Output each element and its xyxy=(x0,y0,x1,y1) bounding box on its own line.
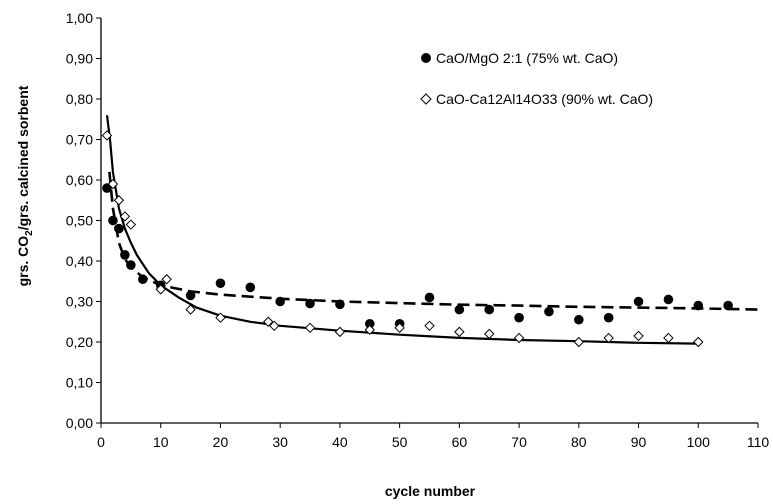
x-tick-label: 90 xyxy=(631,434,647,450)
legend-marker-open-diamond xyxy=(420,93,432,105)
x-tick-label: 50 xyxy=(392,434,408,450)
data-point-series-0 xyxy=(138,274,148,285)
data-point-series-0 xyxy=(364,318,375,329)
y-axis-title-part1: grs. CO xyxy=(15,236,31,287)
x-tick-label: 30 xyxy=(272,434,288,450)
y-tick-label: 0,00 xyxy=(66,415,93,431)
data-point-series-0 xyxy=(544,306,554,317)
data-point-series-1 xyxy=(364,324,375,336)
data-point-series-1 xyxy=(424,320,435,332)
x-tick-label: 20 xyxy=(213,434,229,450)
data-point-series-0 xyxy=(108,215,118,226)
x-tick-label: 10 xyxy=(153,434,169,450)
data-point-series-0 xyxy=(215,278,226,289)
data-point-series-1 xyxy=(161,274,172,285)
plot-area: 0 10 20 30 40 50 60 70 80 90 100 110 0,000,100,200,… xyxy=(66,10,770,450)
data-point-series-1 xyxy=(155,284,166,295)
y-tick-label: 0,30 xyxy=(66,294,93,310)
y-axis-ticks: 0,00 0,10 0,20 0,30 0,40 0,50 0,60 0,70 0,80 0,90… xyxy=(66,10,101,431)
legend-item-cao-mgo: CaO/MgO 2:1 (75% wt. CaO) xyxy=(421,50,618,66)
y-tick-label: 0,10 xyxy=(66,375,93,391)
data-point-series-1 xyxy=(113,195,125,206)
data-point-series-1 xyxy=(263,316,274,327)
legend-label-cao-mgo: CaO/MgO 2:1 (75% wt. CaO) xyxy=(436,50,618,66)
y-tick-label: 0,90 xyxy=(66,51,93,67)
data-point-series-0 xyxy=(663,294,674,305)
data-point-series-0 xyxy=(424,292,435,303)
y-tick-label: 0,40 xyxy=(66,253,93,269)
data-point-series-1 xyxy=(603,332,614,344)
legend-item-cao-ca12al14o33: CaO-Ca12Al14O33 (90% wt. CaO) xyxy=(420,91,653,107)
data-point-series-1 xyxy=(513,332,525,344)
data-point-series-0 xyxy=(275,296,285,307)
data-point-series-1 xyxy=(269,320,280,332)
y-tick-label: 0,50 xyxy=(66,213,93,229)
data-point-series-0 xyxy=(514,312,524,323)
data-point-series-1 xyxy=(215,312,226,323)
x-tick-label: 100 xyxy=(687,434,711,450)
data-point-series-1 xyxy=(663,332,674,344)
legend-label-cao-ca12al14o33: CaO-Ca12Al14O33 (90% wt. CaO) xyxy=(436,91,653,107)
data-point-series-0 xyxy=(633,296,644,307)
data-point-series-1 xyxy=(484,328,495,340)
y-tick-label: 1,00 xyxy=(66,10,93,26)
data-point-series-0 xyxy=(603,312,614,323)
x-tick-label: 70 xyxy=(511,434,527,450)
data-point-series-1 xyxy=(101,130,113,141)
data-point-series-0 xyxy=(120,250,130,260)
legend-marker-filled-circle xyxy=(421,53,431,63)
data-point-series-1 xyxy=(107,178,119,190)
x-tick-label: 110 xyxy=(747,434,770,450)
y-axis-title-part2: /grs. calcined sorbent xyxy=(15,85,31,230)
data-point-series-1 xyxy=(573,336,585,348)
data-point-series-0 xyxy=(305,298,315,309)
data-point-series-0 xyxy=(484,304,495,315)
y-axis-title: grs. CO2/grs. calcined sorbent xyxy=(15,85,35,286)
x-axis-ticks: 0 10 20 30 40 50 60 70 80 90 100 110 xyxy=(97,423,769,450)
data-point-series-0 xyxy=(723,300,733,311)
y-axis-title-subscript: 2 xyxy=(24,230,35,236)
y-tick-label: 0,80 xyxy=(66,91,93,107)
legend: CaO/MgO 2:1 (75% wt. CaO) CaO-Ca12Al14O3… xyxy=(420,50,653,107)
y-tick-label: 0,70 xyxy=(66,132,93,148)
data-point-series-1 xyxy=(304,322,316,334)
data-point-series-1 xyxy=(693,336,704,348)
data-point-series-0 xyxy=(102,183,112,193)
data-point-series-1 xyxy=(394,322,405,334)
data-point-series-0 xyxy=(693,300,704,311)
data-point-series-0 xyxy=(114,223,124,234)
data-point-series-1 xyxy=(454,326,465,338)
data-point-series-1 xyxy=(119,211,131,222)
data-point-series-0 xyxy=(335,299,345,310)
fit-line-series-0 xyxy=(108,171,759,311)
data-point-series-0 xyxy=(185,290,196,301)
fit-lines xyxy=(105,115,759,345)
x-tick-label: 80 xyxy=(571,434,587,450)
data-point-series-0 xyxy=(454,304,465,315)
data-point-series-0 xyxy=(245,282,256,293)
y-tick-label: 0,20 xyxy=(66,334,93,350)
data-markers xyxy=(101,130,733,348)
data-point-series-0 xyxy=(126,260,136,270)
data-point-series-1 xyxy=(633,330,644,342)
data-point-series-1 xyxy=(185,304,196,315)
data-point-series-0 xyxy=(574,314,584,325)
data-point-series-1 xyxy=(125,219,137,230)
y-tick-label: 0,60 xyxy=(66,172,93,188)
x-tick-label: 0 xyxy=(97,434,105,450)
fit-line-series-1 xyxy=(105,115,699,345)
x-tick-label: 60 xyxy=(452,434,468,450)
x-axis-title: cycle number xyxy=(385,483,476,499)
data-point-series-1 xyxy=(334,326,346,338)
x-tick-label: 40 xyxy=(332,434,348,450)
